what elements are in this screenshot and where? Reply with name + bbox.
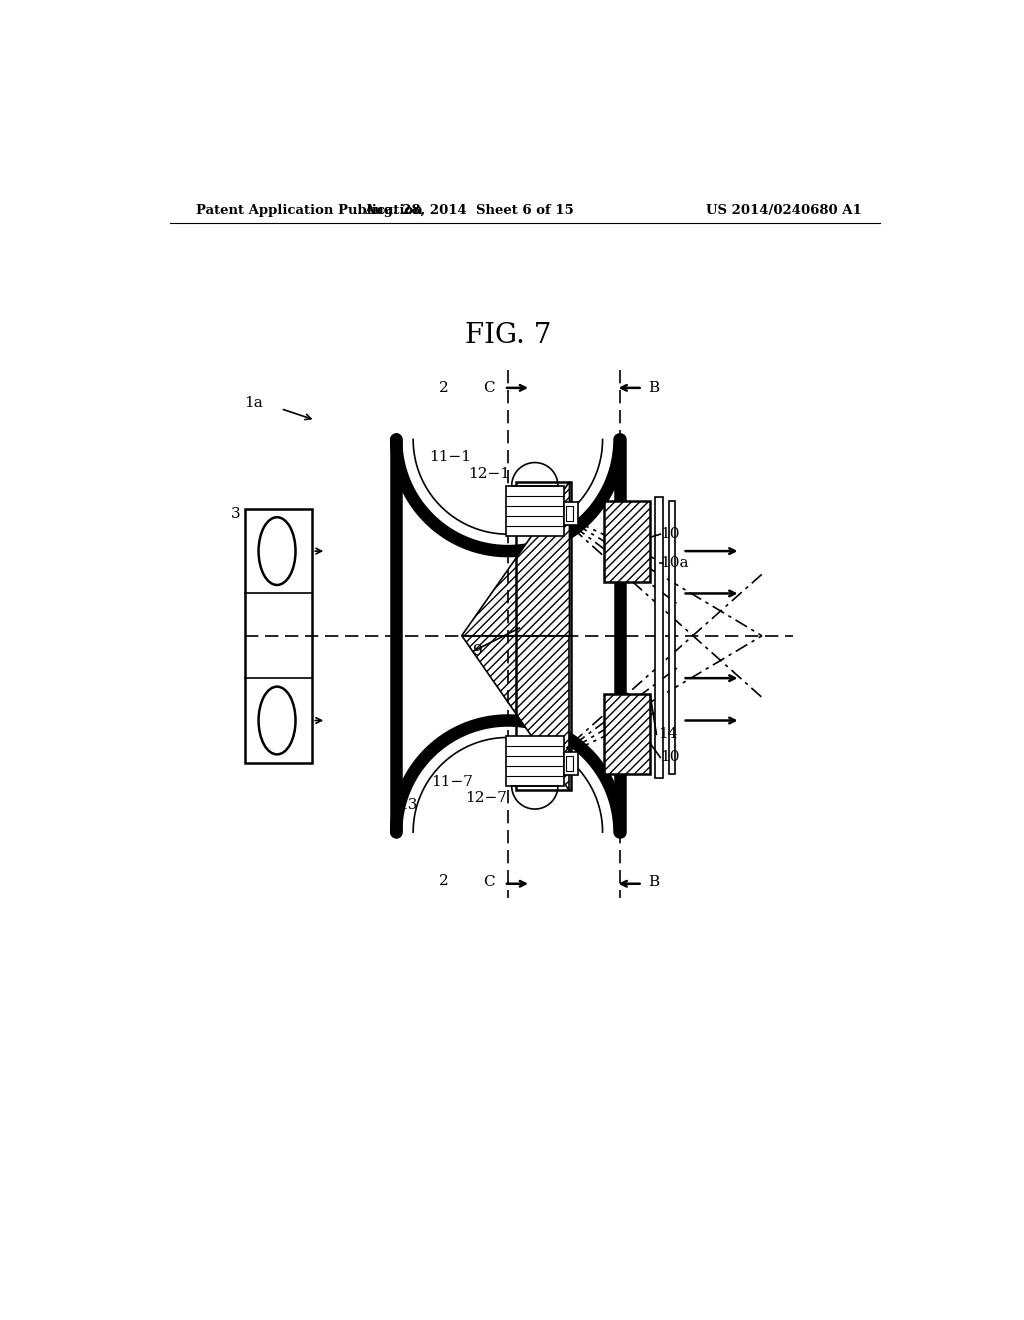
Text: 10a: 10a xyxy=(660,556,689,570)
Text: C: C xyxy=(483,381,495,395)
Text: FIG. 7: FIG. 7 xyxy=(465,322,551,348)
Text: 2: 2 xyxy=(438,381,449,395)
Bar xyxy=(506,737,564,785)
Text: 11−7: 11−7 xyxy=(431,775,473,789)
Bar xyxy=(506,486,564,536)
Text: 3: 3 xyxy=(230,507,241,521)
Text: B: B xyxy=(648,875,659,890)
Bar xyxy=(604,693,650,775)
Bar xyxy=(604,502,650,582)
Bar xyxy=(564,502,578,525)
Polygon shape xyxy=(462,482,569,636)
Bar xyxy=(655,498,663,779)
Text: US 2014/0240680 A1: US 2014/0240680 A1 xyxy=(707,205,862,218)
Text: Aug. 28, 2014  Sheet 6 of 15: Aug. 28, 2014 Sheet 6 of 15 xyxy=(365,205,574,218)
Bar xyxy=(564,752,578,775)
Text: 10: 10 xyxy=(660,527,680,541)
Text: 10: 10 xyxy=(660,751,680,764)
Ellipse shape xyxy=(259,517,296,585)
Bar xyxy=(669,502,675,775)
Text: 12−7: 12−7 xyxy=(466,791,507,804)
Bar xyxy=(566,756,572,771)
Text: 13: 13 xyxy=(398,799,418,812)
Text: Patent Application Publication: Patent Application Publication xyxy=(196,205,423,218)
Polygon shape xyxy=(462,636,569,789)
Bar xyxy=(515,482,571,789)
Text: 9: 9 xyxy=(473,644,483,659)
Text: 12−1: 12−1 xyxy=(468,467,510,480)
Text: B: B xyxy=(648,381,659,395)
Text: 11−1: 11−1 xyxy=(429,450,471,465)
Bar xyxy=(566,506,572,521)
Ellipse shape xyxy=(259,686,296,755)
Text: 14: 14 xyxy=(658,727,678,742)
Text: C: C xyxy=(483,875,495,890)
Text: 1a: 1a xyxy=(245,396,263,411)
Bar xyxy=(245,508,312,763)
Text: 2: 2 xyxy=(438,874,449,887)
